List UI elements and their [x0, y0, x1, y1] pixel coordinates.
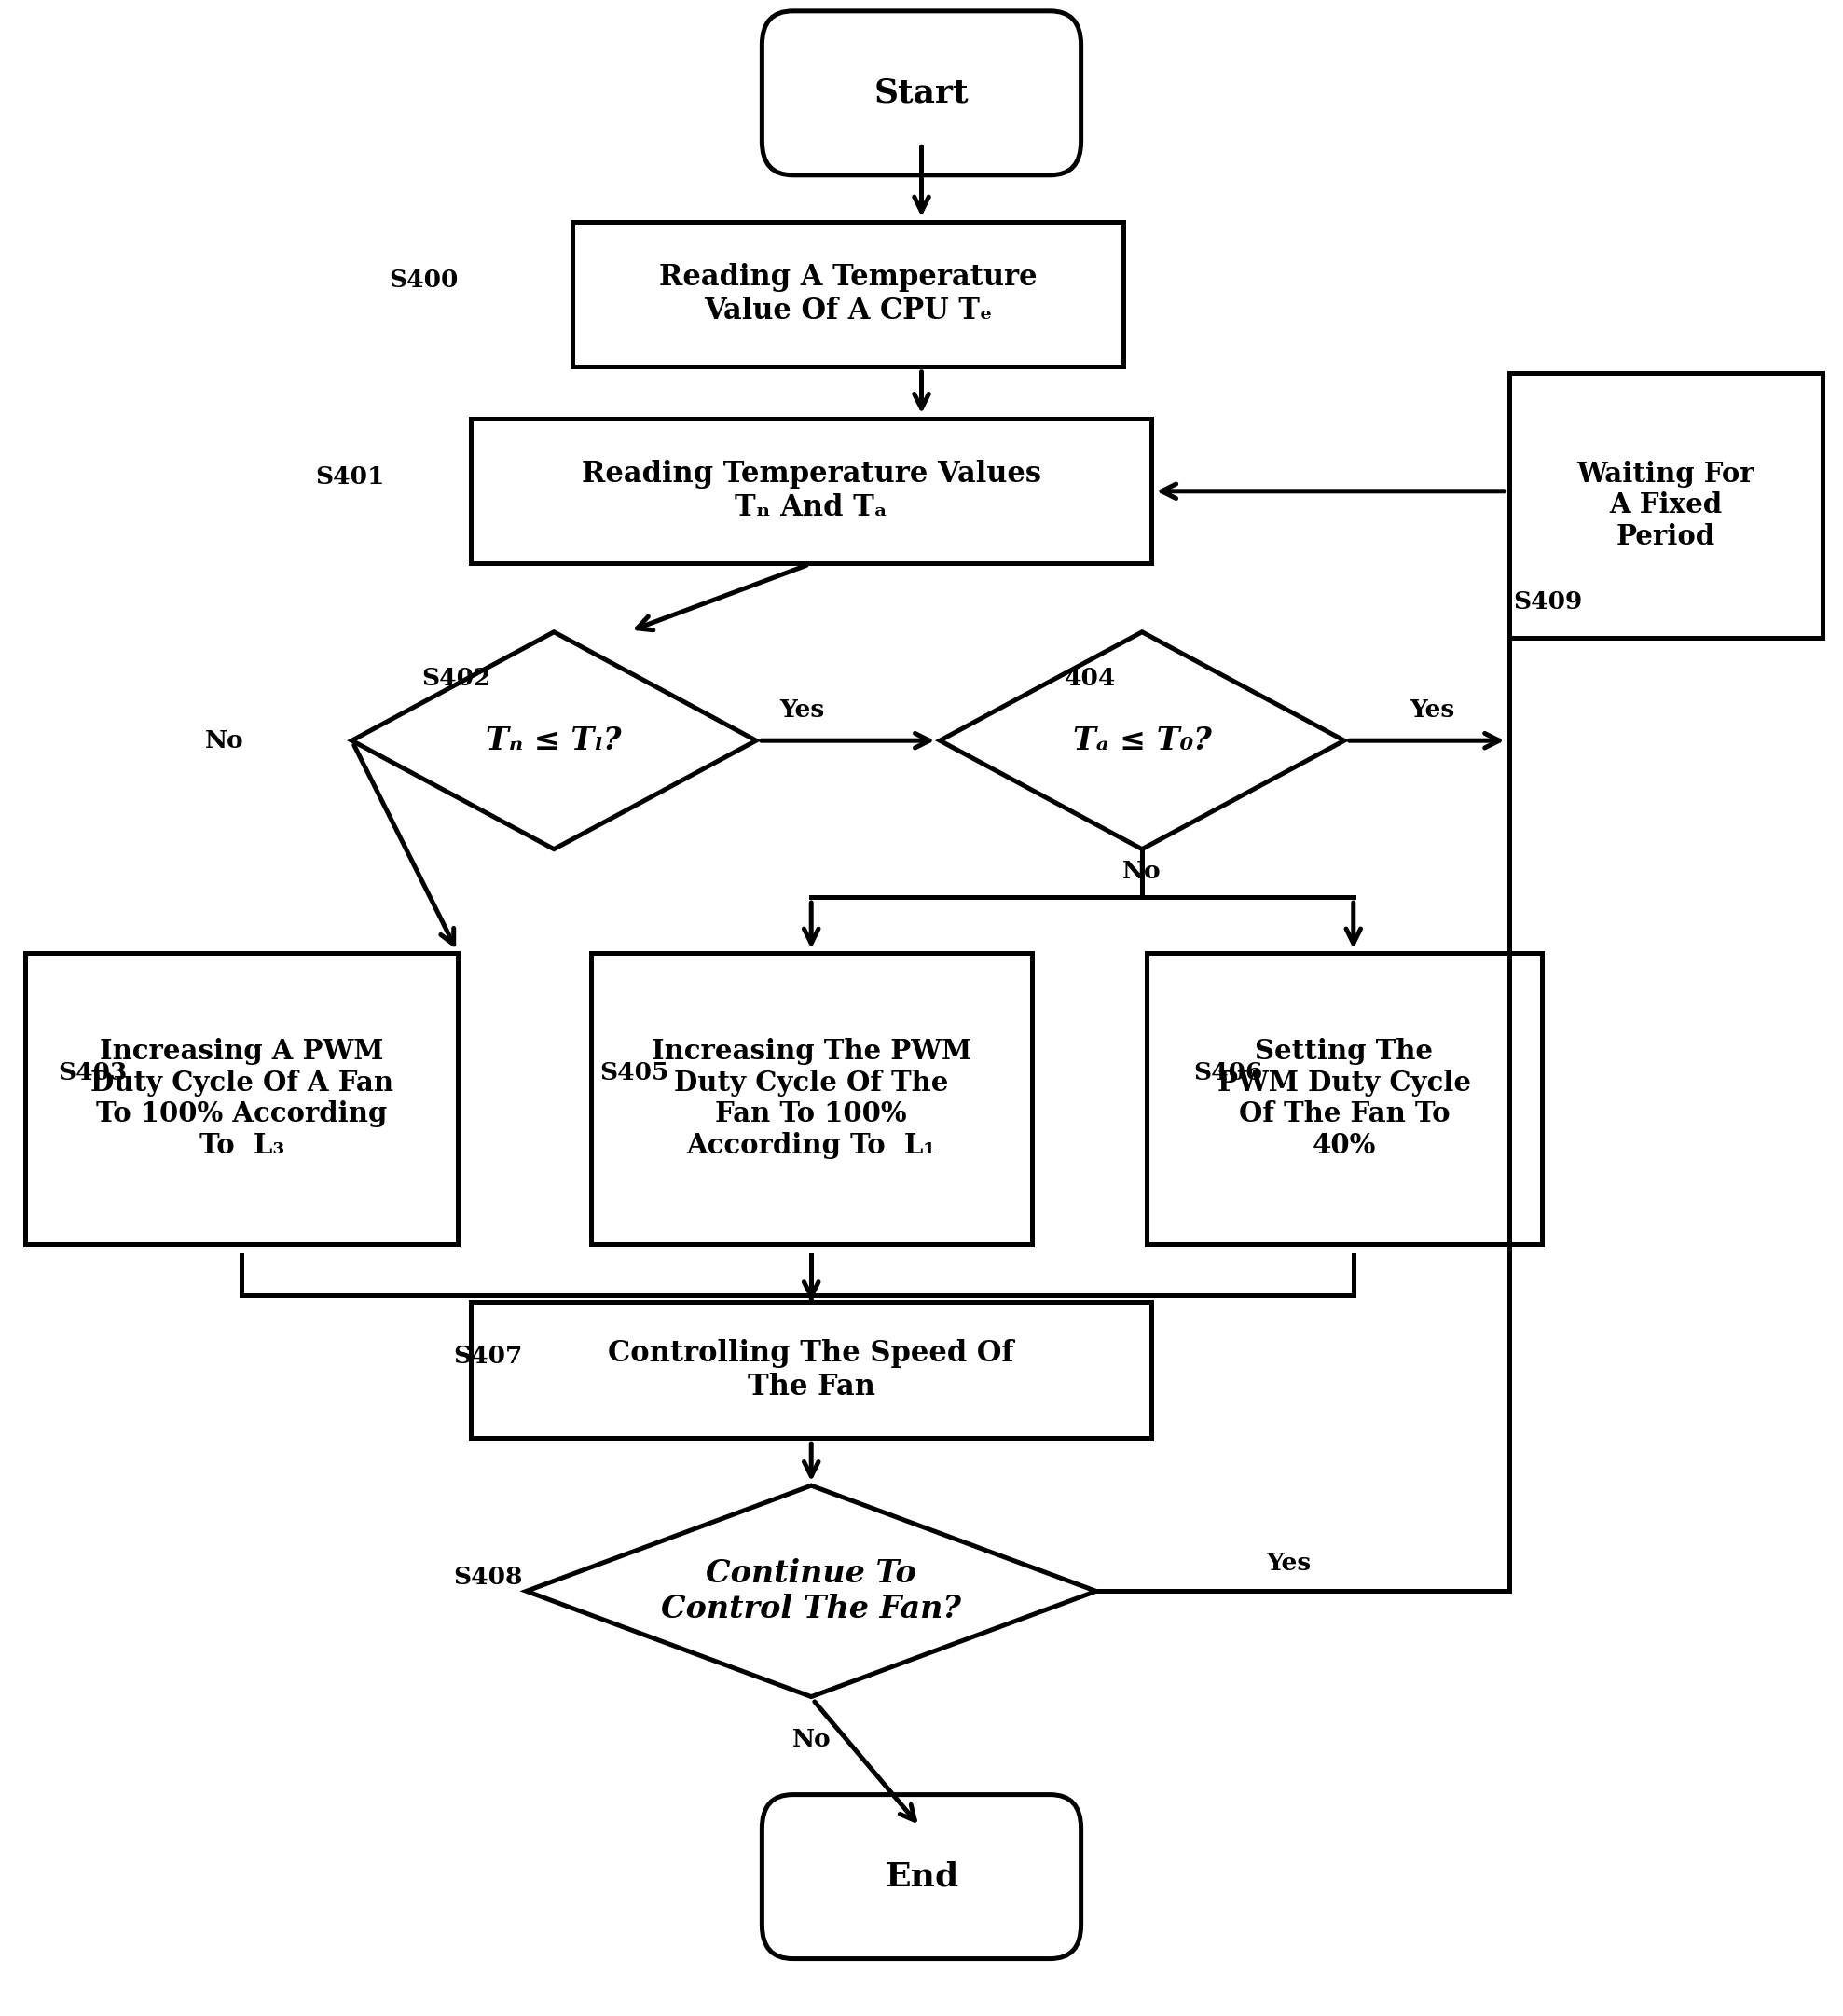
Bar: [472, 419, 1152, 564]
Bar: [472, 1302, 1152, 1437]
FancyBboxPatch shape: [761, 10, 1082, 175]
Text: Increasing A PWM
Duty Cycle Of A Fan
To 100% According
To  L₃: Increasing A PWM Duty Cycle Of A Fan To …: [90, 1038, 393, 1159]
Polygon shape: [527, 1486, 1097, 1697]
Text: S405: S405: [599, 1060, 669, 1085]
Text: Yes: Yes: [780, 700, 824, 722]
Bar: [26, 954, 457, 1244]
Polygon shape: [352, 631, 756, 849]
Text: No: No: [205, 730, 243, 752]
Text: S406: S406: [1194, 1060, 1262, 1085]
Text: 404: 404: [1065, 667, 1117, 689]
Bar: [1146, 954, 1543, 1244]
Text: S402: S402: [422, 667, 490, 689]
Text: Yes: Yes: [1410, 700, 1454, 722]
Text: Continue To
Control The Fan?: Continue To Control The Fan?: [662, 1558, 962, 1625]
Text: Reading Temperature Values
Tₙ And Tₐ: Reading Temperature Values Tₙ And Tₐ: [581, 460, 1041, 522]
Text: S409: S409: [1513, 591, 1583, 613]
Text: Increasing The PWM
Duty Cycle Of The
Fan To 100%
According To  L₁: Increasing The PWM Duty Cycle Of The Fan…: [651, 1038, 971, 1159]
Bar: [1509, 373, 1823, 637]
Text: Waiting For
A Fixed
Period: Waiting For A Fixed Period: [1578, 460, 1755, 550]
Text: S408: S408: [453, 1564, 522, 1589]
Text: S401: S401: [315, 466, 385, 488]
Text: End: End: [885, 1861, 958, 1893]
Bar: [592, 954, 1032, 1244]
FancyBboxPatch shape: [761, 1794, 1082, 1960]
Text: S400: S400: [389, 268, 457, 292]
Text: Start: Start: [874, 77, 969, 109]
Text: Tₙ ≤ Tₗ?: Tₙ ≤ Tₗ?: [487, 726, 621, 756]
Bar: [573, 222, 1124, 367]
Polygon shape: [940, 631, 1344, 849]
Text: S407: S407: [453, 1345, 522, 1367]
Text: No: No: [1122, 859, 1161, 883]
Text: S403: S403: [57, 1060, 127, 1085]
Text: Reading A Temperature
Value Of A CPU Tₑ: Reading A Temperature Value Of A CPU Tₑ: [660, 262, 1038, 325]
Text: Yes: Yes: [1266, 1552, 1312, 1574]
Text: Controlling The Speed Of
The Fan: Controlling The Speed Of The Fan: [608, 1339, 1014, 1401]
Text: No: No: [792, 1728, 831, 1752]
Text: Setting The
PWM Duty Cycle
Of The Fan To
40%: Setting The PWM Duty Cycle Of The Fan To…: [1218, 1038, 1471, 1159]
Text: Tₐ ≤ T₀?: Tₐ ≤ T₀?: [1073, 726, 1211, 756]
